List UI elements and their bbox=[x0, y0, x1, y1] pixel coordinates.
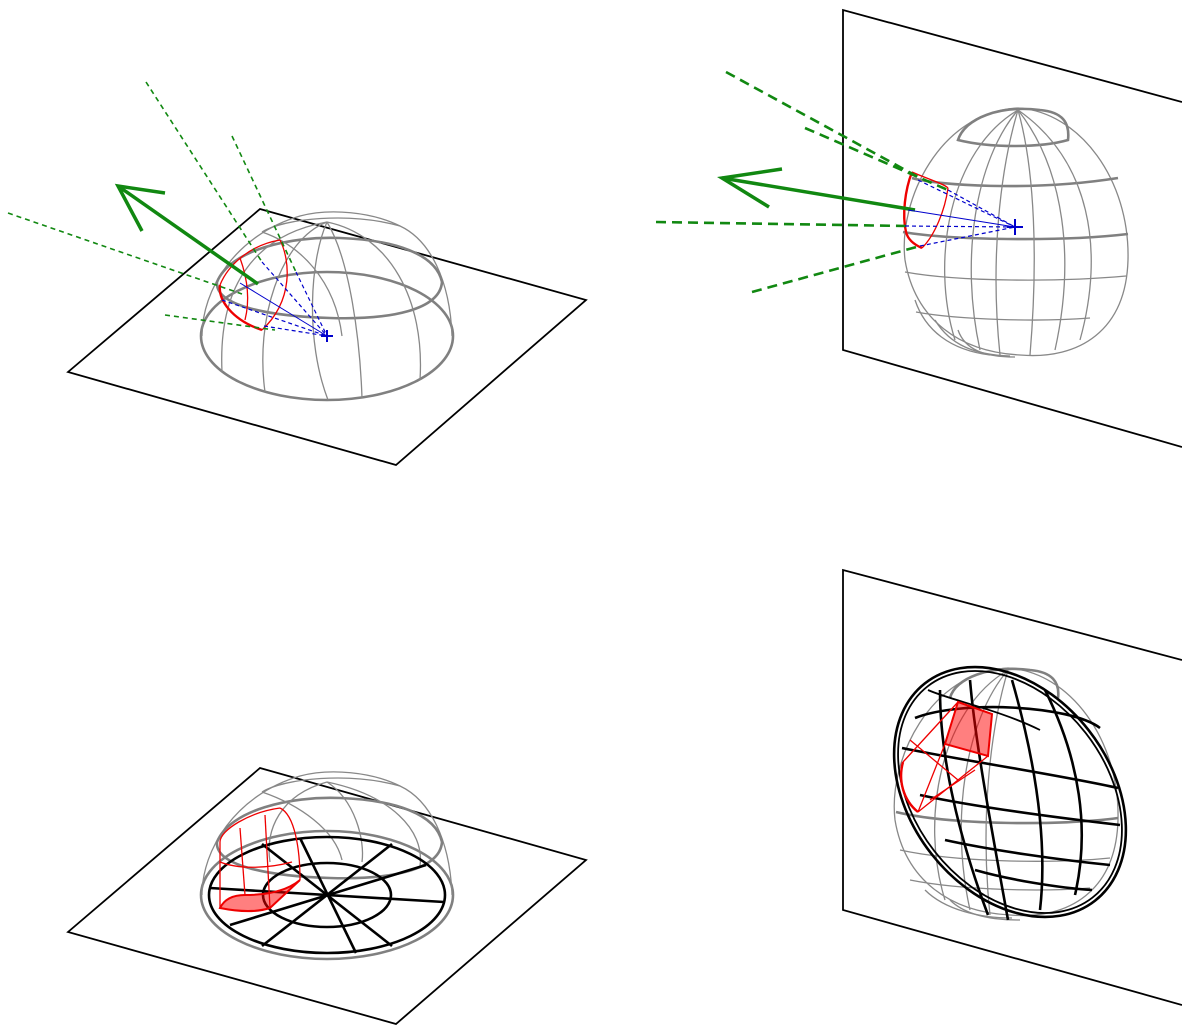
view-arrow bbox=[114, 183, 260, 286]
highlight-arc bbox=[218, 239, 288, 332]
hemisphere-wireframe bbox=[199, 211, 455, 402]
ground-plane bbox=[66, 767, 588, 1025]
ray-3 bbox=[655, 220, 907, 228]
highlight-patch bbox=[899, 700, 994, 813]
highlight-arc bbox=[903, 171, 949, 250]
panel-top-right bbox=[655, 8, 1182, 448]
panel-bottom-right bbox=[842, 568, 1182, 1006]
hemisphere-wireframe bbox=[199, 771, 455, 961]
vertical-plane bbox=[842, 8, 1182, 448]
panel-top-left bbox=[7, 81, 588, 466]
green-rays bbox=[655, 70, 949, 294]
ground-plane bbox=[66, 208, 588, 466]
view-arrow bbox=[717, 167, 916, 212]
ray-2 bbox=[231, 135, 297, 273]
sphere-wireframe bbox=[893, 667, 1119, 921]
green-rays bbox=[7, 81, 297, 331]
center-mark bbox=[321, 330, 333, 342]
sphere-wireframe bbox=[902, 107, 1129, 358]
black-grid-projection bbox=[892, 665, 1128, 921]
ray-4 bbox=[164, 314, 276, 331]
ray-2 bbox=[804, 126, 949, 192]
center-mark bbox=[1007, 219, 1023, 235]
ray-1 bbox=[725, 70, 921, 180]
ray-4 bbox=[751, 244, 921, 294]
ray-1 bbox=[145, 81, 263, 263]
vertical-plane bbox=[842, 568, 1182, 1006]
polar-grid-projection bbox=[207, 835, 447, 955]
highlight-patch bbox=[218, 807, 301, 912]
panel-bottom-left bbox=[66, 767, 588, 1025]
center-lines bbox=[904, 179, 1023, 247]
center-lines bbox=[221, 261, 333, 342]
